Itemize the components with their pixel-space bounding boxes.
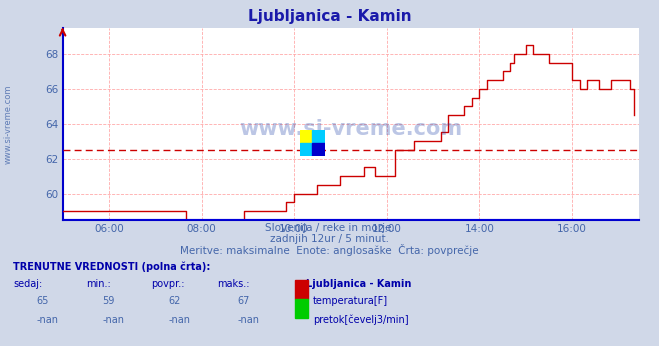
Text: www.si-vreme.com: www.si-vreme.com: [239, 119, 463, 139]
Text: sedaj:: sedaj:: [13, 279, 42, 289]
Text: pretok[čevelj3/min]: pretok[čevelj3/min]: [313, 315, 409, 325]
Bar: [312, 130, 325, 143]
Text: povpr.:: povpr.:: [152, 279, 185, 289]
Text: 62: 62: [168, 296, 181, 306]
Text: zadnjih 12ur / 5 minut.: zadnjih 12ur / 5 minut.: [270, 234, 389, 244]
Bar: [312, 143, 325, 156]
Text: 67: 67: [237, 296, 250, 306]
Text: temperatura[F]: temperatura[F]: [313, 296, 388, 306]
Text: Ljubljanica - Kamin: Ljubljanica - Kamin: [306, 279, 412, 289]
Text: -nan: -nan: [168, 315, 190, 325]
Bar: [300, 143, 312, 156]
Text: TRENUTNE VREDNOSTI (polna črta):: TRENUTNE VREDNOSTI (polna črta):: [13, 261, 211, 272]
Text: Slovenija / reke in morje.: Slovenija / reke in morje.: [264, 223, 395, 233]
Text: www.si-vreme.com: www.si-vreme.com: [3, 85, 13, 164]
Text: 59: 59: [102, 296, 115, 306]
Text: -nan: -nan: [36, 315, 58, 325]
Text: -nan: -nan: [237, 315, 259, 325]
Text: maks.:: maks.:: [217, 279, 250, 289]
Text: 65: 65: [36, 296, 49, 306]
Text: min.:: min.:: [86, 279, 111, 289]
Text: -nan: -nan: [102, 315, 124, 325]
Text: Ljubljanica - Kamin: Ljubljanica - Kamin: [248, 9, 411, 24]
Bar: [300, 130, 312, 143]
Text: Meritve: maksimalne  Enote: anglosaške  Črta: povprečje: Meritve: maksimalne Enote: anglosaške Čr…: [180, 244, 479, 256]
